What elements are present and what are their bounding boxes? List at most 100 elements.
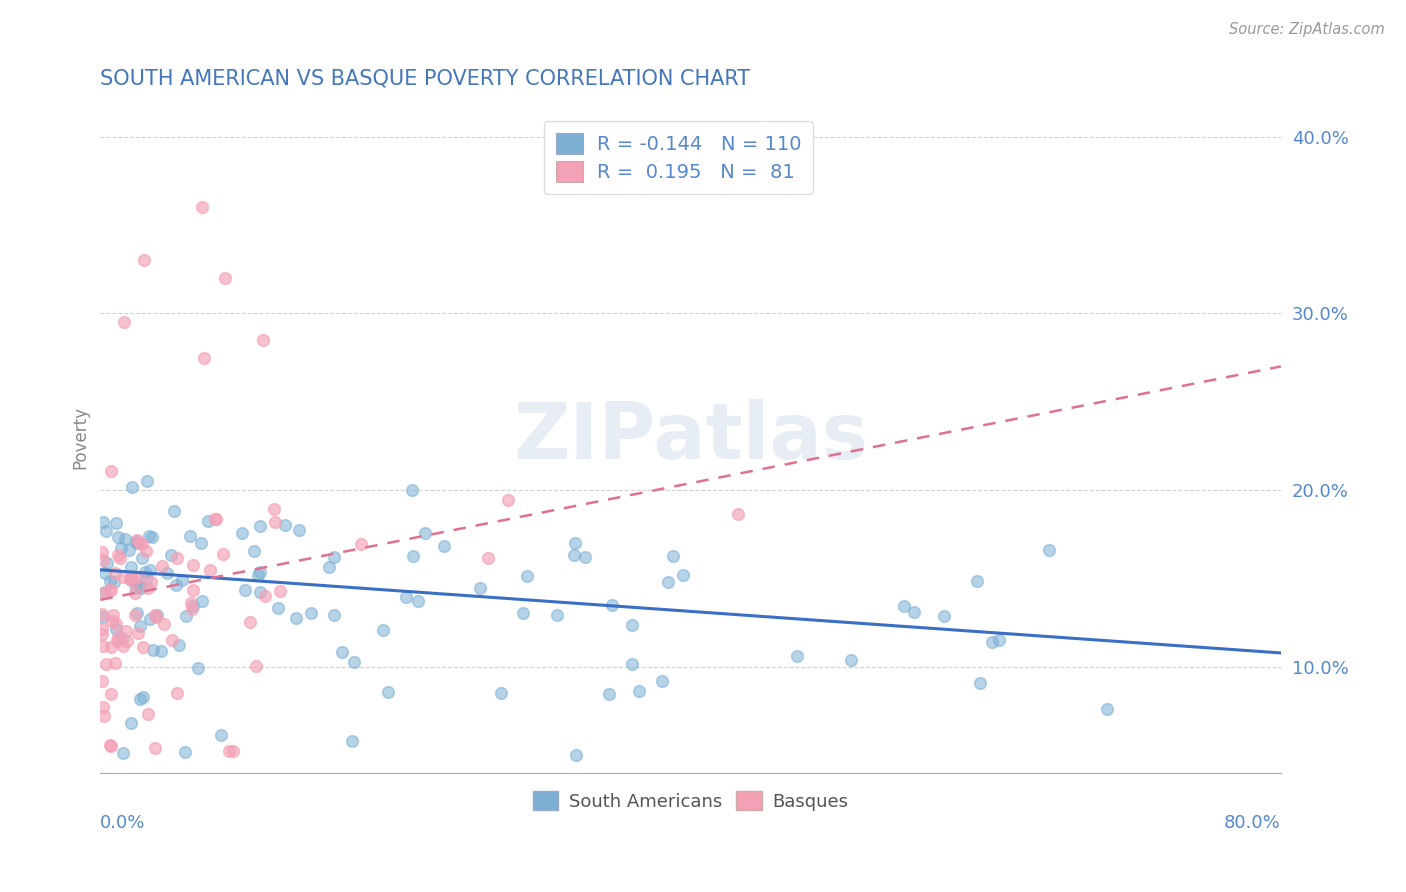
Point xyxy=(181,601,204,615)
Point xyxy=(172,573,194,587)
Point xyxy=(546,607,568,622)
Point xyxy=(249,519,271,533)
Point xyxy=(120,574,142,588)
Point xyxy=(187,661,209,675)
Point xyxy=(129,570,152,584)
Point xyxy=(134,565,156,579)
Point xyxy=(661,549,683,563)
Point xyxy=(105,617,128,632)
Point xyxy=(145,610,167,624)
Point xyxy=(222,744,245,758)
Point xyxy=(90,626,112,640)
Point xyxy=(91,515,114,529)
Point xyxy=(299,606,322,620)
Point xyxy=(91,699,114,714)
Point xyxy=(214,271,236,285)
Point xyxy=(496,493,519,508)
Point xyxy=(122,574,145,589)
Point xyxy=(371,623,394,637)
Point xyxy=(125,581,148,595)
Point xyxy=(174,609,197,624)
Point xyxy=(125,606,148,620)
Point xyxy=(104,656,127,670)
Point xyxy=(672,567,695,582)
Point xyxy=(90,544,112,558)
Point xyxy=(120,560,142,574)
Point xyxy=(127,625,149,640)
Point xyxy=(651,673,673,688)
Point xyxy=(218,744,240,758)
Point xyxy=(657,574,679,589)
Point xyxy=(111,570,134,584)
Point xyxy=(233,582,256,597)
Point xyxy=(209,727,232,741)
Point xyxy=(142,642,165,657)
Point xyxy=(118,543,141,558)
Point xyxy=(108,551,131,566)
Text: 0.0%: 0.0% xyxy=(100,814,146,831)
Point xyxy=(1038,543,1060,558)
Point xyxy=(330,645,353,659)
Point xyxy=(562,548,585,562)
Text: ZIPatlas: ZIPatlas xyxy=(513,400,868,475)
Point xyxy=(839,653,862,667)
Point xyxy=(181,558,204,572)
Point xyxy=(565,747,588,762)
Point xyxy=(966,574,988,589)
Point xyxy=(94,566,117,580)
Point xyxy=(114,315,136,329)
Point xyxy=(111,639,134,653)
Point xyxy=(101,614,124,628)
Point xyxy=(128,536,150,550)
Point xyxy=(136,581,159,595)
Point xyxy=(249,585,271,599)
Y-axis label: Poverty: Poverty xyxy=(72,406,89,468)
Point xyxy=(103,574,125,589)
Point xyxy=(267,601,290,615)
Point xyxy=(193,351,215,365)
Point xyxy=(138,529,160,543)
Point xyxy=(239,615,262,629)
Point xyxy=(179,529,201,543)
Point xyxy=(672,165,695,179)
Point xyxy=(628,684,651,698)
Text: SOUTH AMERICAN VS BASQUE POVERTY CORRELATION CHART: SOUTH AMERICAN VS BASQUE POVERTY CORRELA… xyxy=(100,69,751,88)
Point xyxy=(413,525,436,540)
Point xyxy=(132,690,155,704)
Point xyxy=(131,550,153,565)
Point xyxy=(180,596,202,610)
Point xyxy=(131,537,153,551)
Point xyxy=(128,579,150,593)
Point xyxy=(143,741,166,756)
Point xyxy=(516,569,538,583)
Point xyxy=(727,508,749,522)
Point xyxy=(169,638,191,652)
Point xyxy=(322,608,344,623)
Point xyxy=(190,593,212,607)
Point xyxy=(197,514,219,528)
Point xyxy=(138,612,160,626)
Point xyxy=(111,746,134,760)
Point xyxy=(166,686,188,700)
Point xyxy=(377,684,399,698)
Point xyxy=(115,633,138,648)
Point xyxy=(969,676,991,690)
Point xyxy=(156,566,179,580)
Point xyxy=(212,547,235,561)
Point xyxy=(107,529,129,543)
Point xyxy=(350,537,373,551)
Point xyxy=(98,574,121,589)
Point xyxy=(114,532,136,546)
Point xyxy=(564,536,586,550)
Point xyxy=(100,640,122,655)
Point xyxy=(141,530,163,544)
Point xyxy=(786,648,808,663)
Point xyxy=(129,692,152,706)
Point xyxy=(269,584,291,599)
Point xyxy=(343,655,366,669)
Point xyxy=(253,589,276,603)
Point xyxy=(124,586,146,600)
Point xyxy=(322,550,344,565)
Point xyxy=(318,559,340,574)
Point xyxy=(115,624,138,638)
